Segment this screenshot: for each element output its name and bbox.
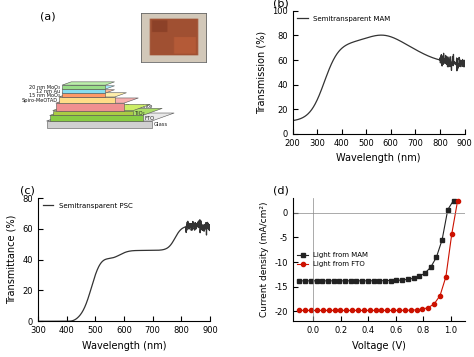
Light from FTO bbox=[337, 308, 343, 313]
Text: 20 nm MoO₃: 20 nm MoO₃ bbox=[29, 85, 60, 90]
Light from MAM bbox=[376, 279, 382, 283]
Text: 15 nm MoO₃: 15 nm MoO₃ bbox=[29, 92, 60, 97]
Text: (b): (b) bbox=[273, 0, 289, 8]
Text: Spiro-MeOTAD: Spiro-MeOTAD bbox=[21, 97, 57, 102]
Light from FTO bbox=[443, 275, 449, 279]
Light from FTO bbox=[402, 308, 408, 312]
Light from MAM bbox=[439, 238, 445, 242]
Light from FTO bbox=[396, 308, 402, 312]
Light from MAM bbox=[297, 279, 302, 283]
Polygon shape bbox=[53, 111, 133, 115]
Light from FTO bbox=[344, 308, 349, 313]
Light from MAM bbox=[417, 274, 422, 278]
Light from MAM bbox=[314, 279, 319, 283]
Light from MAM bbox=[325, 279, 331, 283]
Light from MAM bbox=[382, 278, 388, 283]
Polygon shape bbox=[62, 89, 105, 93]
Light from FTO bbox=[390, 308, 396, 313]
Polygon shape bbox=[59, 93, 127, 97]
Text: TiO₂: TiO₂ bbox=[135, 111, 146, 116]
Light from MAM bbox=[388, 278, 393, 283]
Light from FTO bbox=[302, 308, 308, 313]
Light from FTO bbox=[408, 308, 414, 312]
Polygon shape bbox=[62, 90, 115, 93]
Legend: Semitransparent MAM: Semitransparent MAM bbox=[296, 14, 392, 23]
Line: Light from FTO: Light from FTO bbox=[297, 198, 460, 312]
Polygon shape bbox=[53, 104, 150, 111]
Polygon shape bbox=[56, 103, 124, 111]
Light from MAM bbox=[319, 279, 325, 283]
Text: (c): (c) bbox=[19, 186, 35, 196]
Text: Glass: Glass bbox=[154, 122, 168, 127]
Polygon shape bbox=[62, 82, 115, 85]
Text: (a): (a) bbox=[40, 12, 55, 22]
Light from FTO bbox=[367, 308, 373, 313]
Light from MAM bbox=[410, 276, 416, 281]
Light from FTO bbox=[349, 308, 355, 313]
Light from MAM bbox=[451, 198, 456, 203]
Light from FTO bbox=[455, 198, 460, 203]
Light from FTO bbox=[419, 307, 425, 311]
Light from MAM bbox=[365, 279, 371, 283]
Light from MAM bbox=[405, 277, 410, 282]
Light from MAM bbox=[445, 207, 451, 212]
Light from FTO bbox=[437, 293, 443, 298]
X-axis label: Voltage (V): Voltage (V) bbox=[352, 341, 405, 351]
Polygon shape bbox=[46, 113, 174, 121]
Light from FTO bbox=[320, 308, 326, 313]
Light from MAM bbox=[422, 271, 428, 275]
Legend: Light from MAM, Light from FTO: Light from MAM, Light from FTO bbox=[296, 251, 370, 269]
Light from MAM bbox=[342, 279, 348, 283]
Light from FTO bbox=[414, 308, 419, 312]
Light from FTO bbox=[426, 306, 431, 310]
Light from FTO bbox=[308, 308, 314, 313]
Light from MAM bbox=[331, 279, 337, 283]
Light from MAM bbox=[337, 279, 342, 283]
Y-axis label: Transmittance (%): Transmittance (%) bbox=[7, 215, 17, 305]
Light from MAM bbox=[399, 278, 405, 282]
Polygon shape bbox=[59, 97, 115, 103]
Text: FTO: FTO bbox=[144, 116, 155, 121]
Light from MAM bbox=[308, 279, 314, 283]
Light from FTO bbox=[355, 308, 361, 313]
Light from FTO bbox=[314, 308, 320, 313]
X-axis label: Wavelength (nm): Wavelength (nm) bbox=[336, 154, 421, 164]
Light from FTO bbox=[379, 308, 384, 313]
Light from MAM bbox=[371, 279, 376, 283]
Light from MAM bbox=[428, 265, 434, 270]
Light from FTO bbox=[361, 308, 367, 313]
Light from FTO bbox=[384, 308, 390, 313]
Light from FTO bbox=[332, 308, 337, 313]
Light from FTO bbox=[373, 308, 378, 313]
Light from FTO bbox=[326, 308, 331, 313]
X-axis label: Wavelength (nm): Wavelength (nm) bbox=[82, 341, 166, 351]
Light from FTO bbox=[431, 302, 437, 306]
Light from FTO bbox=[297, 308, 302, 313]
Polygon shape bbox=[50, 109, 162, 115]
Text: 12 nm Au: 12 nm Au bbox=[36, 89, 60, 94]
Light from MAM bbox=[434, 255, 439, 260]
Y-axis label: Transmission (%): Transmission (%) bbox=[256, 31, 266, 114]
Light from FTO bbox=[449, 232, 455, 236]
Light from MAM bbox=[359, 279, 365, 283]
Light from MAM bbox=[348, 279, 354, 283]
Polygon shape bbox=[50, 115, 143, 121]
Y-axis label: Current density (mA/cm²): Current density (mA/cm²) bbox=[260, 202, 269, 317]
Light from MAM bbox=[393, 278, 399, 282]
Polygon shape bbox=[62, 85, 105, 89]
Polygon shape bbox=[62, 86, 115, 89]
Polygon shape bbox=[56, 98, 138, 103]
Text: Perovskite: Perovskite bbox=[126, 104, 153, 109]
Light from MAM bbox=[302, 279, 308, 283]
Legend: Semitransparent PSC: Semitransparent PSC bbox=[41, 201, 134, 210]
Light from MAM bbox=[354, 279, 359, 283]
Line: Light from MAM: Light from MAM bbox=[297, 198, 456, 283]
Polygon shape bbox=[62, 93, 105, 97]
Polygon shape bbox=[46, 121, 152, 128]
Text: (d): (d) bbox=[273, 186, 289, 196]
